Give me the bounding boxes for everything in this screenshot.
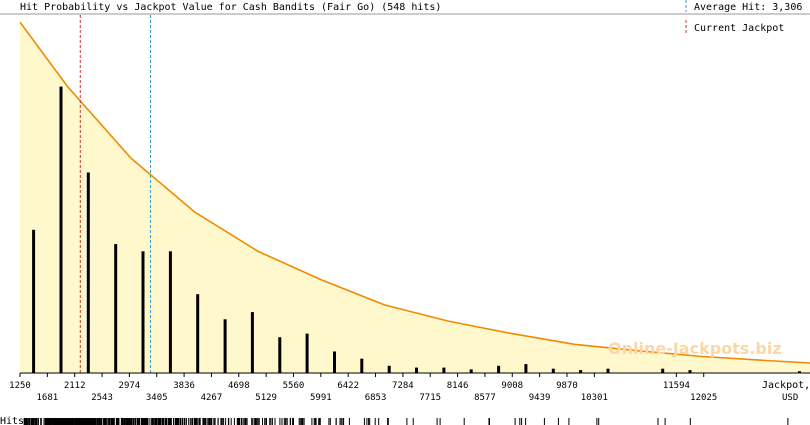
bar	[797, 371, 801, 373]
x-tick-label: 6422	[337, 381, 359, 391]
chart-title: Hit Probability vs Jackpot Value for Cas…	[20, 2, 441, 13]
bars	[32, 86, 801, 373]
bar	[415, 367, 418, 373]
bar	[360, 358, 364, 373]
x-ticks: 1250 2112 2974 3836 4698 5560 6422 7284 8146 9008…	[9, 373, 717, 403]
x-tick-label: 10301	[581, 393, 608, 403]
bar	[497, 365, 501, 373]
bar	[86, 172, 90, 373]
bar	[305, 333, 309, 373]
x-tick-label: 5129	[255, 393, 277, 403]
bar	[387, 365, 391, 373]
bar	[661, 368, 665, 373]
x-tick-label: 3836	[173, 381, 195, 391]
bar	[59, 86, 63, 373]
x-tick-label: 3405	[146, 393, 168, 403]
x-tick-label: 7284	[392, 381, 414, 391]
bar	[606, 368, 610, 373]
bar	[196, 294, 200, 373]
watermark: Online-Jackpots.biz	[608, 339, 782, 358]
bar	[278, 337, 282, 373]
bar	[551, 368, 555, 373]
x-tick-label: 9008	[501, 381, 523, 391]
fit-curve-line	[19, 21, 810, 364]
x-tick-label: 7715	[419, 393, 441, 403]
bar	[141, 251, 145, 373]
x-tick-label: 11594	[663, 381, 690, 391]
bar	[688, 370, 692, 373]
x-tick-label: 12025	[690, 393, 717, 403]
bar	[442, 367, 446, 373]
x-tick-label: 8146	[447, 381, 469, 391]
fit-area	[19, 21, 810, 373]
bar	[32, 229, 36, 373]
fit-area-fill	[20, 22, 810, 373]
hits-rug	[23, 418, 789, 425]
bar	[469, 369, 473, 373]
x-tick-label: 5560	[283, 381, 305, 391]
x-tick-label: 4267	[201, 393, 223, 403]
bar	[579, 370, 583, 373]
bar	[114, 244, 118, 373]
x-tick-label: 4698	[228, 381, 250, 391]
x-tick-label: 8577	[474, 393, 496, 403]
bar	[250, 312, 254, 373]
x-tick-label: 5991	[310, 393, 332, 403]
x-tick-label: 2974	[119, 381, 141, 391]
x-tick-label: 9870	[556, 381, 578, 391]
x-axis-label-line1: Jackpot,	[762, 380, 810, 391]
legend-average-label: Average Hit: 3,306	[694, 2, 802, 13]
x-tick-label: 1250	[9, 381, 31, 391]
x-tick-label: 9439	[529, 393, 551, 403]
bar	[333, 351, 336, 373]
hits-label: Hits	[0, 416, 24, 425]
bar	[524, 364, 528, 373]
x-tick-label: 6853	[365, 393, 387, 403]
legend: Average Hit: 3,306 Current Jackpot	[685, 0, 802, 34]
legend-current-label: Current Jackpot	[694, 23, 784, 34]
x-tick-label: 1681	[37, 393, 59, 403]
bar	[223, 319, 227, 373]
x-tick-label: 2112	[64, 381, 86, 391]
x-axis-label-line2: USD	[782, 393, 798, 403]
bar	[168, 251, 172, 373]
x-tick-label: 2543	[91, 393, 113, 403]
